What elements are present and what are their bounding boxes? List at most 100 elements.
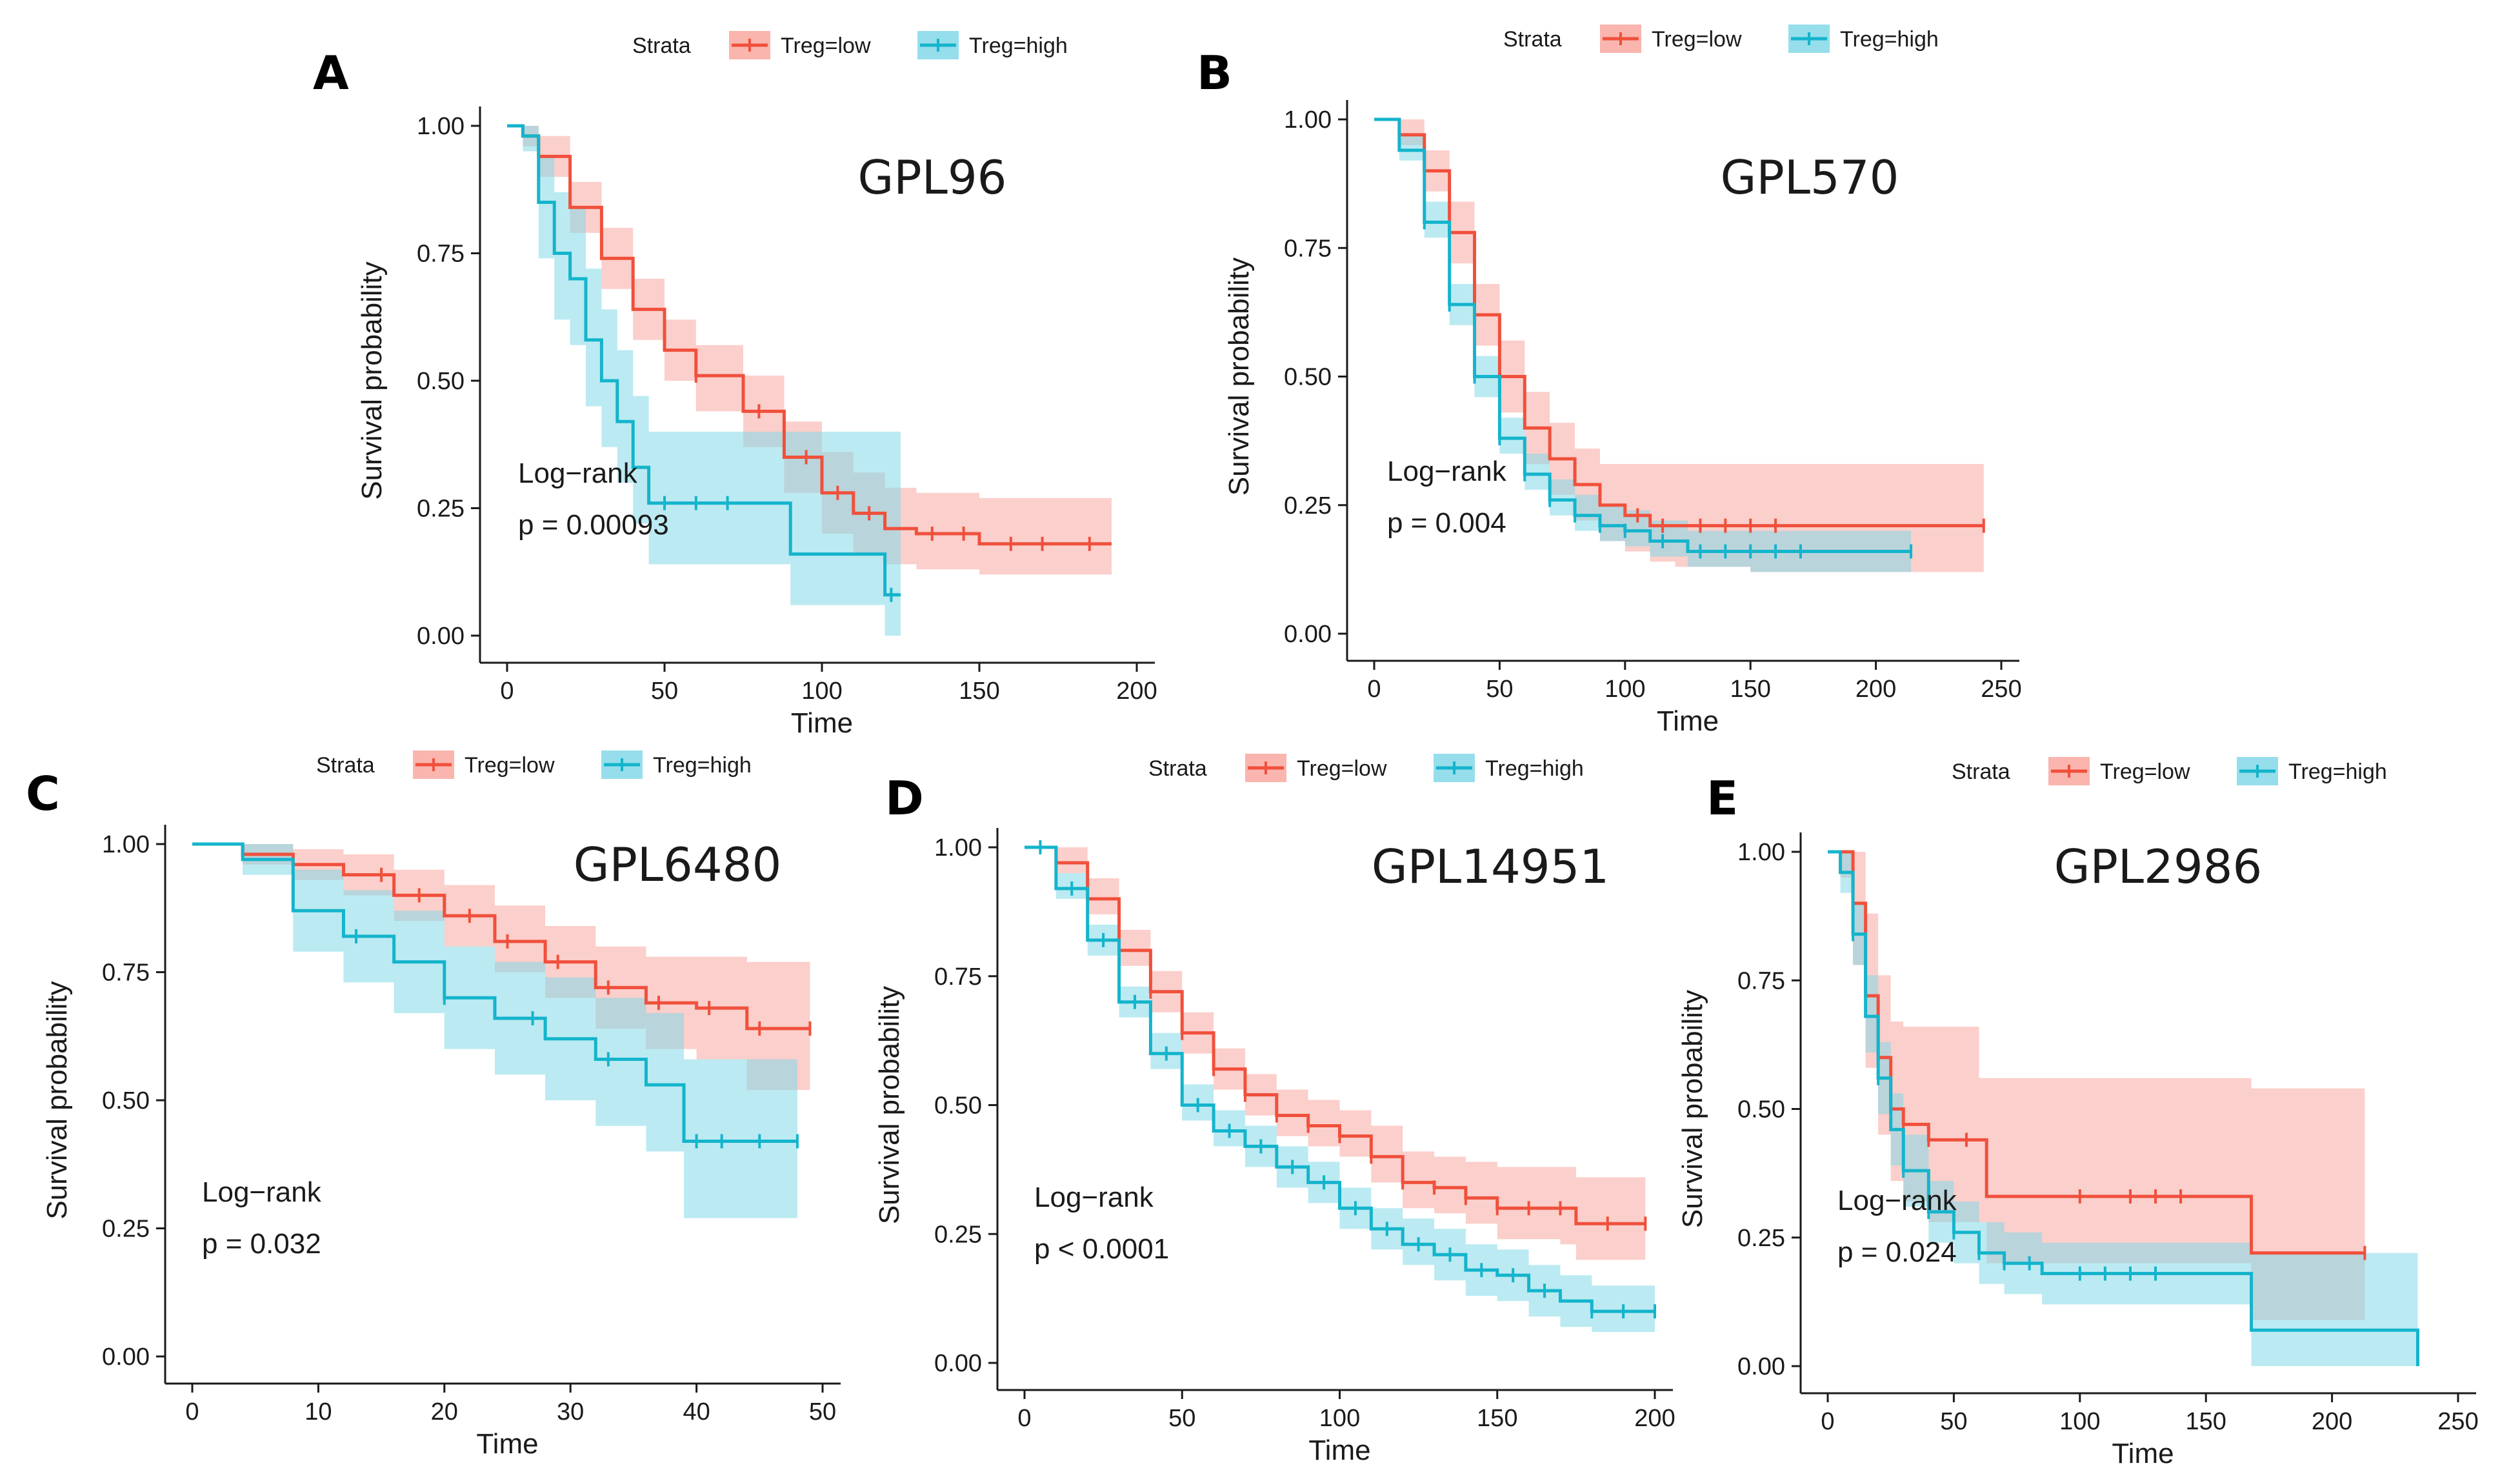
panel-e: E Strata Treg=low Treg=high 0 50 100 150 200 250 0…	[1677, 757, 2479, 1469]
legend-label: Treg=low	[1297, 756, 1387, 781]
plot-title: GPL570	[1721, 150, 1899, 205]
y-axis-title: Survival probability	[356, 261, 388, 499]
legend: Strata Treg=low Treg=high	[1148, 754, 1584, 782]
y-axis-title: Survival probability	[41, 981, 73, 1219]
legend-label: Treg=high	[969, 34, 1068, 58]
legend-key-low	[413, 751, 454, 779]
x-tick-label: 150	[2185, 1408, 2226, 1435]
legend-key-low	[1245, 754, 1286, 782]
y-tick-label: 0.00	[934, 1350, 982, 1377]
logrank-label: Log−rank	[1837, 1185, 1957, 1216]
panel-letter: B	[1197, 46, 1232, 100]
panel-c: C Strata Treg=low Treg=high 0 10 20 30 40 50 0.00 0…	[26, 751, 841, 1460]
x-tick-label: 100	[1319, 1405, 1360, 1432]
x-tick-label: 50	[1486, 676, 1513, 703]
y-axis-title: Survival probability	[1677, 990, 1708, 1228]
x-tick-label: 250	[2437, 1408, 2478, 1435]
legend-key-low	[1600, 25, 1641, 53]
panel-d: D Strata Treg=low Treg=high 0 50 100 150 200 0.00…	[874, 754, 1675, 1466]
x-axis-title: Time	[476, 1428, 538, 1460]
y-tick-label: 0.50	[1737, 1096, 1785, 1123]
y-tick-label: 1.00	[934, 834, 982, 861]
panel-b: B Strata Treg=low Treg=high 0 50 100 150 200 250 0…	[1197, 25, 2022, 737]
x-tick-label: 0	[1017, 1405, 1031, 1432]
x-axis-title: Time	[1657, 705, 1719, 737]
x-tick-label: 10	[305, 1398, 332, 1426]
x-tick-label: 100	[1605, 676, 1645, 703]
logrank-label: Log−rank	[1034, 1182, 1154, 1213]
p-value-label: p = 0.004	[1387, 507, 1506, 539]
y-tick-label: 1.00	[417, 113, 465, 140]
legend-label: Treg=high	[653, 753, 752, 778]
plot-title: GPL6480	[574, 838, 782, 892]
x-tick-label: 0	[500, 678, 514, 705]
survival-curve-high	[507, 124, 901, 597]
x-tick-label: 100	[2059, 1408, 2100, 1435]
x-axis-title: Time	[1308, 1435, 1370, 1466]
x-tick-label: 50	[651, 678, 678, 705]
plot-title: GPL14951	[1372, 840, 1609, 894]
panel-letter: A	[313, 46, 349, 100]
x-tick-label: 30	[557, 1398, 584, 1426]
survival-curve-high	[1374, 117, 1912, 553]
legend-label: Treg=high	[1840, 27, 1939, 52]
y-tick-label: 1.00	[102, 831, 150, 858]
x-tick-label: 150	[1730, 676, 1770, 703]
x-tick-label: 200	[2312, 1408, 2352, 1435]
x-tick-label: 20	[431, 1398, 458, 1426]
x-tick-label: 40	[683, 1398, 710, 1426]
x-tick-label: 50	[809, 1398, 836, 1426]
y-tick-label: 0.75	[1737, 967, 1785, 994]
y-tick-label: 0.00	[102, 1344, 150, 1371]
ci-band-low	[1025, 847, 1646, 1260]
y-tick-label: 0.25	[1737, 1225, 1785, 1252]
x-tick-label: 50	[1940, 1408, 1967, 1435]
legend-key-high	[601, 751, 643, 779]
y-tick-label: 0.75	[1284, 235, 1332, 262]
y-axis-title: Survival probability	[874, 986, 905, 1224]
y-tick-label: 0.75	[102, 960, 150, 987]
x-tick-label: 150	[959, 678, 999, 705]
y-tick-label: 0.00	[1737, 1353, 1785, 1380]
y-tick-label: 0.25	[417, 496, 465, 523]
x-tick-label: 150	[1477, 1405, 1517, 1432]
panel-a: A Strata Treg=low Treg=high 0 50 100 150 200 0.00…	[313, 31, 1157, 739]
y-tick-label: 0.75	[934, 963, 982, 991]
survival-curve-low	[1025, 845, 1646, 1225]
x-tick-label: 200	[1855, 676, 1896, 703]
x-tick-label: 200	[1634, 1405, 1675, 1432]
logrank-label: Log−rank	[518, 458, 638, 489]
panel-letter: D	[885, 771, 924, 825]
legend: Strata Treg=low Treg=high	[1503, 25, 1939, 53]
y-tick-label: 0.50	[417, 368, 465, 395]
legend-title: Strata	[316, 753, 375, 778]
y-tick-label: 1.00	[1284, 106, 1332, 134]
x-tick-label: 0	[185, 1398, 199, 1426]
legend-key-low	[729, 31, 770, 59]
p-value-label: p = 0.024	[1837, 1236, 1957, 1268]
legend-key-high	[2237, 757, 2278, 785]
panel-letter: E	[1706, 771, 1738, 825]
plot-title: GPL2986	[2054, 840, 2263, 894]
legend-title: Strata	[1503, 27, 1562, 52]
x-axis-title: Time	[791, 707, 853, 739]
legend-title: Strata	[632, 34, 691, 58]
p-value-label: p = 0.00093	[518, 509, 669, 541]
x-tick-label: 50	[1168, 1405, 1195, 1432]
legend-title: Strata	[1148, 756, 1207, 781]
p-value-label: p < 0.0001	[1034, 1233, 1169, 1265]
legend-label: Treg=low	[781, 34, 871, 58]
legend: Strata Treg=low Treg=high	[1952, 757, 2387, 785]
logrank-label: Log−rank	[1387, 456, 1507, 487]
y-tick-label: 0.25	[934, 1221, 982, 1248]
x-tick-label: 0	[1367, 676, 1381, 703]
legend-label: Treg=high	[2288, 760, 2387, 784]
y-tick-label: 0.75	[417, 241, 465, 268]
y-tick-label: 0.50	[102, 1087, 150, 1114]
survival-curve-high	[192, 842, 797, 1143]
x-tick-label: 200	[1116, 678, 1157, 705]
ci-band-high	[1828, 852, 2418, 1366]
y-tick-label: 0.00	[1284, 621, 1332, 648]
p-value-label: p = 0.032	[202, 1228, 321, 1260]
